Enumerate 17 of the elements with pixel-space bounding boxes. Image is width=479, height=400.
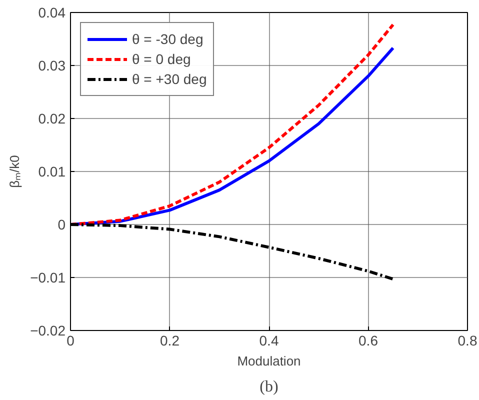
x-tick-label: 0.4 [259,332,279,348]
x-tick-label: 0.2 [160,332,180,348]
legend-label: θ = 0 deg [132,51,191,67]
y-tick-label: 0 [58,216,66,232]
x-tick-label: 0.8 [458,332,478,348]
y-tick-label: 0.02 [38,110,66,126]
y-tick-label: −0.02 [30,322,66,338]
x-tick-label: 0.6 [358,332,378,348]
y-tick-label: 0.03 [38,58,66,74]
x-axis-title: Modulation [237,354,301,368]
y-tick-label: 0.01 [38,164,66,180]
y-tick-label: −0.01 [30,270,66,286]
y-axis-title: βₘ/k0 [7,155,22,188]
text: (b) [260,378,278,396]
y-tick-label: 0.04 [38,4,66,20]
legend-label: θ = +30 deg [132,71,207,87]
legend-label: θ = -30 deg [132,31,204,47]
